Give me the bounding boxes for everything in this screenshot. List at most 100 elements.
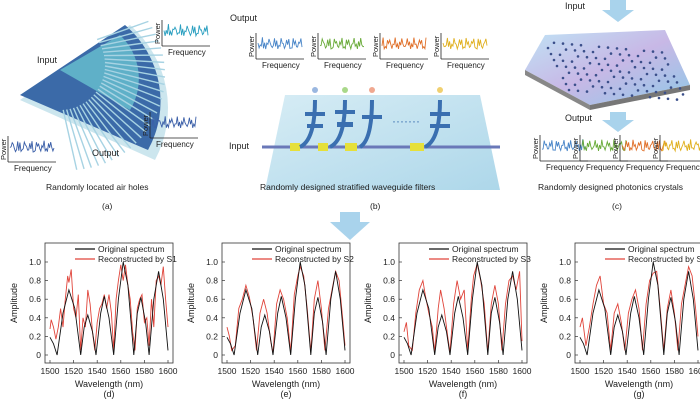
y-axis-label: Amplitude bbox=[539, 283, 549, 323]
y-tick-label: 0.6 bbox=[206, 294, 218, 304]
inset-xlabel: Frequency bbox=[14, 164, 52, 173]
x-axis-label: Wavelength (nm) bbox=[75, 379, 143, 389]
crystal-hole bbox=[618, 53, 622, 56]
y-tick-label: 0.8 bbox=[559, 276, 571, 286]
crystal-hole bbox=[585, 55, 589, 59]
y-tick-label: 0.4 bbox=[559, 313, 571, 323]
spectrum-inset: Power Frequency bbox=[651, 135, 700, 172]
spectrum-inset: Power Frequency bbox=[371, 33, 428, 70]
crystal-hole bbox=[654, 90, 658, 94]
x-tick-label: 1600 bbox=[159, 366, 178, 376]
air-hole-row bbox=[69, 108, 92, 168]
crystal-hole bbox=[552, 58, 556, 62]
y-tick-label: 0.6 bbox=[383, 294, 395, 304]
crystal-hole bbox=[606, 63, 610, 67]
legend-entry: Reconstructed by S2 bbox=[275, 254, 354, 264]
air-hole-row bbox=[85, 101, 126, 154]
chart-panel: 1500 1520 1540 1560 1580 1600 0 0.2 0.4 0.6 0.8 1.0… bbox=[9, 242, 178, 399]
crystal-hole bbox=[642, 49, 646, 53]
crystal-hole bbox=[588, 79, 592, 82]
output-label-a: Output bbox=[92, 148, 120, 158]
series-line-reconstructed bbox=[403, 263, 523, 353]
y-tick-label: 0.2 bbox=[206, 331, 218, 341]
crystal-hole bbox=[636, 54, 640, 58]
inset-xlabel: Frequency bbox=[626, 163, 664, 172]
x-tick-label: 1520 bbox=[418, 366, 437, 376]
x-tick-label: 1600 bbox=[513, 366, 532, 376]
inset-spectrum-line bbox=[381, 37, 427, 51]
plot-frame bbox=[574, 242, 700, 364]
crystal-hole bbox=[639, 77, 643, 81]
inset-spectrum-line bbox=[257, 37, 303, 50]
y-tick-label: 0 bbox=[213, 350, 218, 360]
crystal-hole bbox=[570, 43, 574, 46]
crystal-hole bbox=[678, 87, 682, 90]
crystal-hole bbox=[645, 72, 649, 76]
y-tick-label: 0.2 bbox=[383, 331, 395, 341]
input-label-c: Input bbox=[565, 1, 586, 11]
air-hole-row bbox=[93, 94, 142, 139]
series-line-original bbox=[579, 261, 699, 356]
panel-label: (g) bbox=[634, 389, 645, 399]
crystal-hole bbox=[603, 57, 607, 61]
panel-label: (d) bbox=[104, 389, 115, 399]
crystal-hole bbox=[579, 78, 583, 81]
y-tick-label: 1.0 bbox=[383, 257, 395, 267]
y-tick-label: 0.6 bbox=[559, 294, 571, 304]
inset-spectrum-line bbox=[163, 23, 209, 38]
inset-ylabel: Power bbox=[0, 138, 8, 160]
crystal-hole bbox=[600, 68, 604, 72]
inset-ylabel: Power bbox=[432, 35, 441, 57]
inset-ylabel: Power bbox=[611, 137, 620, 159]
inset-xlabel: Frequency bbox=[447, 61, 485, 70]
crystal-hole bbox=[663, 91, 667, 95]
spectrum-inset: Power Frequency bbox=[153, 20, 210, 57]
crystal-hole bbox=[576, 89, 580, 93]
crystal-hole bbox=[612, 75, 616, 79]
air-hole-row bbox=[76, 106, 107, 164]
x-tick-label: 1600 bbox=[689, 366, 700, 376]
crystal-hole bbox=[555, 64, 559, 68]
series-line-original bbox=[49, 261, 169, 356]
crystal-hole bbox=[666, 63, 670, 66]
crystal-hole bbox=[594, 56, 598, 60]
y-tick-label: 1.0 bbox=[29, 257, 41, 267]
y-tick-label: 1.0 bbox=[559, 257, 571, 267]
crystal-hole bbox=[606, 80, 610, 84]
crystal-hole bbox=[651, 67, 655, 71]
air-hole-row bbox=[104, 61, 165, 71]
x-tick-label: 1540 bbox=[442, 366, 461, 376]
chart-panel: 1500 1520 1540 1560 1580 1600 0 0.2 0.4 0.6 0.8 1.0… bbox=[539, 242, 700, 399]
inset-xlabel: Frequency bbox=[262, 61, 300, 70]
caption-b: Randomly designed stratified waveguide f… bbox=[260, 182, 436, 192]
crystal-hole bbox=[660, 51, 664, 54]
crystal-hole bbox=[675, 81, 679, 84]
spectrum-inset: Power Frequency bbox=[432, 33, 489, 70]
x-tick-label: 1580 bbox=[665, 366, 684, 376]
inset-xlabel: Frequency bbox=[168, 48, 206, 57]
air-hole-fan-device bbox=[20, 20, 168, 170]
crystal-hole bbox=[597, 62, 601, 66]
crystal-hole bbox=[621, 76, 625, 79]
crystal-hole bbox=[657, 96, 661, 100]
panel-label: (f) bbox=[459, 389, 468, 399]
crystal-hole bbox=[627, 53, 631, 57]
x-tick-label: 1580 bbox=[489, 366, 508, 376]
crystal-hole bbox=[663, 74, 667, 77]
inset-ylabel: Power bbox=[571, 137, 580, 159]
plot-frame bbox=[221, 242, 351, 364]
air-hole-row bbox=[99, 85, 155, 121]
crystal-hole bbox=[618, 70, 622, 73]
crystal-hole bbox=[645, 89, 649, 93]
caption-c: Randomly designed photonics crystals bbox=[538, 182, 684, 192]
air-hole-row bbox=[62, 109, 78, 170]
crystal-hole bbox=[585, 90, 589, 93]
label-b: (b) bbox=[370, 201, 381, 211]
air-hole-row bbox=[101, 40, 159, 50]
inset-spectrum-line bbox=[319, 37, 365, 51]
inset-ylabel: Power bbox=[309, 35, 318, 57]
x-tick-label: 1600 bbox=[336, 366, 355, 376]
crystal-hole bbox=[666, 80, 670, 83]
crystal-hole bbox=[573, 49, 577, 52]
